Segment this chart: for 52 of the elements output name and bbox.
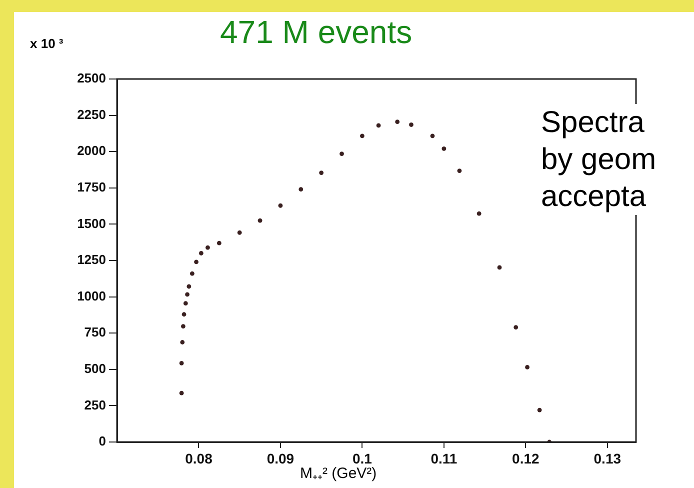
y-tick-label: 1750: [77, 179, 106, 194]
x-tick-label: 0.09: [266, 450, 294, 466]
y-tick-label: 2000: [77, 143, 106, 158]
chart-title: 471 M events: [220, 14, 412, 51]
point: [340, 152, 344, 156]
point: [194, 260, 198, 264]
point: [185, 292, 190, 297]
point: [180, 340, 185, 344]
point: [409, 122, 414, 127]
point: [198, 251, 204, 256]
point: [514, 325, 518, 330]
point: [525, 365, 530, 370]
point: [442, 146, 446, 151]
point: [395, 120, 400, 124]
point: [319, 170, 324, 175]
point: [190, 271, 194, 276]
point: [376, 123, 381, 128]
y-tick-label: 0: [98, 434, 106, 449]
y-tick-label: 2500: [77, 70, 106, 86]
x-tick-label: 0.12: [512, 450, 540, 466]
point: [179, 390, 184, 396]
point: [278, 203, 283, 208]
x-tick-label: 0.1: [352, 450, 372, 466]
point: [258, 218, 262, 223]
x-axis-title: M₊₊² (GeV²): [300, 464, 377, 482]
x-tick-label: 0.11: [430, 450, 458, 466]
point: [179, 360, 184, 366]
point: [430, 134, 435, 138]
y-tick-label: 1250: [77, 252, 106, 268]
x-tick-label: 0.08: [185, 450, 213, 466]
point: [206, 245, 210, 250]
point: [182, 312, 186, 317]
y-axis-title: x 10 ³: [30, 36, 64, 51]
point: [181, 324, 186, 328]
point: [360, 134, 364, 138]
point: [537, 408, 542, 412]
annotation: Spectra by geom accepta: [537, 104, 660, 215]
y-tick-label: 2250: [77, 106, 106, 122]
y-tick-label: 1500: [77, 216, 106, 231]
point: [476, 211, 482, 216]
point: [237, 230, 242, 235]
y-tick-label: 250: [84, 397, 106, 412]
x-tick-label: 0.13: [594, 450, 622, 466]
point: [497, 265, 502, 270]
y-tick-label: 500: [84, 360, 106, 376]
y-tick-label: 750: [84, 324, 106, 340]
point: [183, 301, 188, 306]
point: [186, 284, 192, 289]
y-tick-label: 1000: [77, 288, 106, 304]
point: [298, 187, 304, 192]
point: [457, 168, 462, 173]
point: [216, 240, 222, 246]
